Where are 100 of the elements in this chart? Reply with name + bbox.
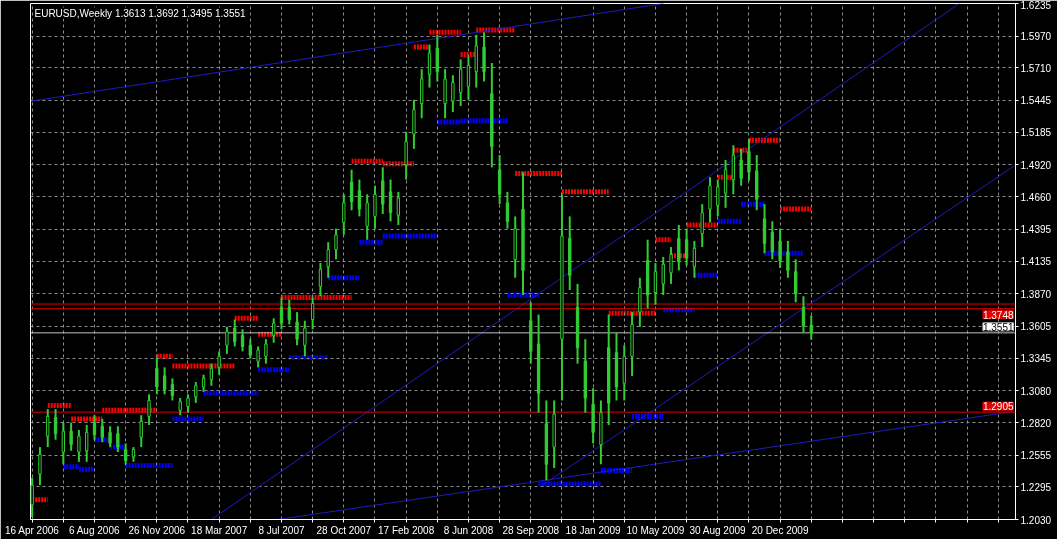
candlestick (69, 421, 73, 452)
candlestick (264, 338, 268, 365)
candlestick (194, 381, 198, 404)
candlestick (716, 178, 720, 218)
candlestick (809, 314, 813, 341)
candlestick (310, 296, 315, 331)
y-tick-label: 1.5970 (1020, 31, 1052, 43)
x-tick-label: 8 Jul 2007 (258, 524, 305, 536)
y-tick-label: 1.4395 (1020, 224, 1052, 236)
candlestick (279, 296, 284, 331)
candlestick (53, 408, 58, 441)
candlestick (225, 325, 229, 355)
candlestick (139, 414, 143, 449)
x-tick-label: 6 Aug 2006 (68, 524, 120, 536)
candlestick (240, 328, 245, 353)
candlestick (794, 258, 798, 304)
candlestick (155, 356, 159, 396)
ref-line-label: 1.3551 (982, 321, 1014, 333)
candlestick (653, 262, 658, 306)
candlestick (459, 58, 463, 107)
candlestick (38, 446, 42, 487)
x-tick-label: 30 Aug 2009 (689, 524, 747, 536)
candlestick (466, 55, 471, 101)
candlestick (334, 227, 338, 261)
y-tick-label: 1.2820 (1020, 417, 1052, 429)
y-tick-label: 1.6235 (1020, 0, 1052, 11)
candlestick (739, 147, 743, 187)
candlestick (61, 421, 65, 466)
candlestick (92, 414, 97, 441)
x-tick-label: 28 Oct 2007 (316, 524, 372, 536)
candlestick (427, 43, 432, 89)
candlestick (708, 176, 712, 224)
candlestick (123, 442, 128, 466)
candlestick (404, 130, 408, 181)
x-tick-label: 26 Nov 2006 (128, 524, 186, 536)
candlestick (357, 178, 362, 218)
x-tick-label: 18 Mar 2007 (191, 524, 248, 536)
candlestick (162, 366, 167, 396)
candlestick (209, 362, 214, 387)
candlestick (723, 158, 728, 209)
candlestick (77, 428, 81, 463)
candlestick (786, 239, 790, 279)
candlestick (100, 417, 104, 444)
candlestick (318, 262, 323, 298)
x-tick-label: 10 May 2009 (626, 524, 685, 536)
y-tick-label: 1.3605 (1020, 321, 1052, 333)
y-tick-label: 1.3345 (1020, 353, 1052, 365)
candlestick (256, 345, 260, 369)
candlestick (170, 377, 175, 402)
candlestick (46, 408, 50, 449)
y-tick-label: 1.3080 (1020, 385, 1052, 397)
y-tick-label: 1.5185 (1020, 127, 1052, 139)
chart-title: EURUSD,Weekly 1.3613 1.3692 1.3495 1.3551 (34, 7, 246, 19)
x-tick-label: 18 Jan 2009 (565, 524, 622, 536)
candlestick (661, 255, 665, 296)
candlestick (396, 190, 401, 226)
ref-line-label: 1.3748 (982, 309, 1014, 321)
x-tick-label: 17 Feb 2008 (378, 524, 435, 536)
candlestick (85, 424, 89, 463)
candlestick (381, 166, 385, 215)
x-tick-label: 28 Sep 2008 (502, 524, 560, 536)
candlestick (677, 223, 681, 272)
candlestick (747, 138, 751, 182)
candlestick (505, 190, 510, 230)
ref-line-label: 1.2905 (982, 401, 1014, 413)
y-tick-label: 1.4660 (1020, 191, 1052, 203)
candlestick (435, 33, 439, 83)
candlestick (451, 74, 455, 114)
candlestick (272, 317, 276, 344)
candlestick (342, 193, 346, 236)
x-tick-label: 20 Dec 2009 (751, 524, 809, 536)
candlestick (186, 393, 190, 414)
candlestick (108, 425, 112, 449)
y-tick-label: 1.2295 (1020, 481, 1052, 493)
candlestick (116, 425, 120, 454)
candlestick (770, 220, 774, 261)
y-tick-label: 1.4920 (1020, 159, 1052, 171)
y-tick-label: 1.2030 (1020, 514, 1052, 526)
candlestick (365, 193, 369, 241)
candlestick (388, 178, 393, 223)
candlestick (669, 246, 673, 285)
y-tick-label: 1.2555 (1020, 450, 1052, 462)
candlestick (373, 184, 377, 230)
y-tick-label: 1.5445 (1020, 95, 1052, 107)
candlestick (147, 393, 151, 427)
candlestick (233, 318, 237, 348)
candlestick (217, 350, 221, 376)
candlestick (684, 227, 689, 267)
candlestick (295, 311, 299, 347)
candlestick (326, 241, 330, 279)
y-tick-label: 1.5710 (1020, 62, 1052, 74)
y-tick-label: 1.4135 (1020, 256, 1052, 268)
candlestick (700, 203, 704, 249)
candlestick (778, 227, 782, 269)
candlestick (248, 338, 252, 360)
y-tick-label: 1.3870 (1020, 288, 1052, 300)
x-tick-label: 16 Apr 2006 (4, 524, 60, 536)
candlestick (349, 168, 354, 212)
x-tick-label: 8 Jun 2008 (443, 524, 494, 536)
candlestick (287, 298, 291, 326)
